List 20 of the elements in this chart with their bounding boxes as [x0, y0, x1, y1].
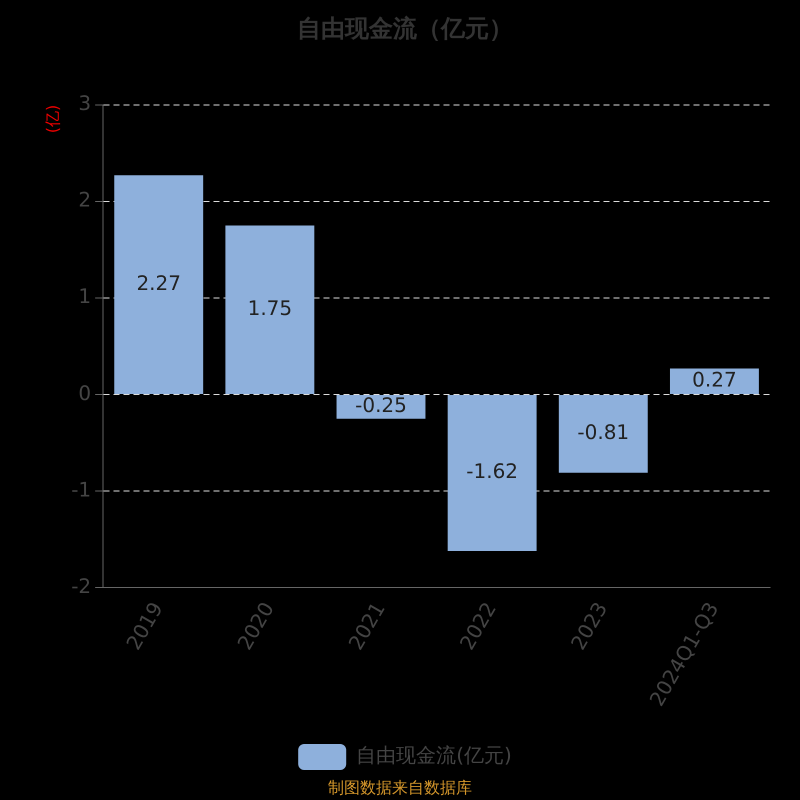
y-tick-label: -2	[71, 574, 92, 598]
text: 制图数据来自数据库	[328, 778, 472, 798]
data-label: 0.27	[692, 367, 737, 392]
data-label: -0.81	[577, 420, 630, 444]
y-tick-label: 3	[78, 91, 92, 116]
y-tick-label: -1	[71, 477, 92, 502]
y-axis-title: (亿)	[42, 104, 62, 134]
data-label: 2.27	[136, 270, 181, 295]
bar	[670, 368, 759, 394]
bar	[114, 175, 204, 394]
y-tick-label: 1	[78, 284, 92, 308]
legend-label: 自由现金流(亿元)	[356, 743, 512, 768]
bar	[448, 395, 537, 552]
data-label: 1.75	[248, 296, 292, 320]
data-label: -1.62	[466, 459, 518, 484]
y-tick-label: 0	[78, 380, 92, 405]
data-label: -0.25	[355, 393, 407, 418]
bar	[558, 395, 648, 473]
bar	[225, 226, 314, 394]
y-tick-label: 2	[78, 188, 92, 212]
